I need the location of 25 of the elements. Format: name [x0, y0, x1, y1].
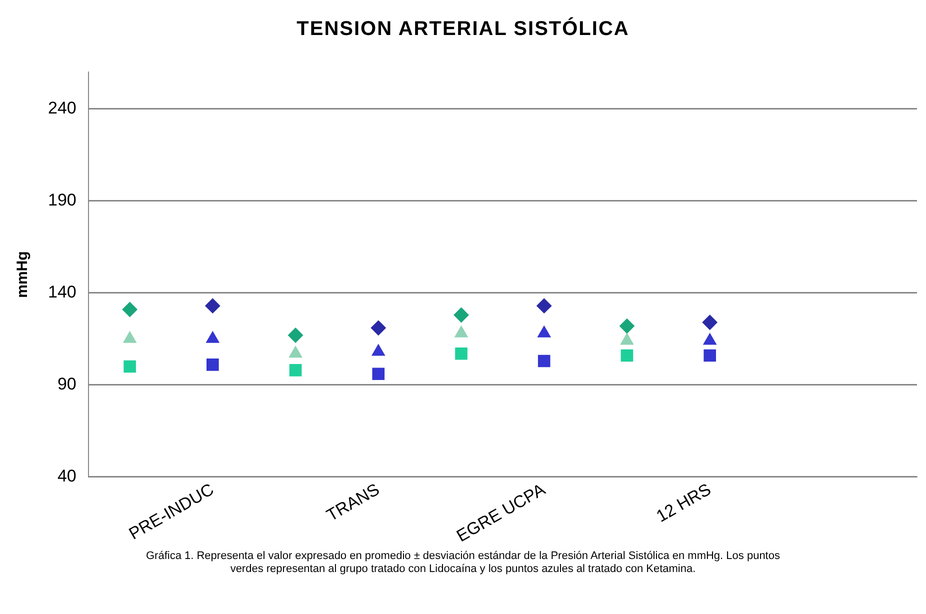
- point: [620, 349, 634, 362]
- y-tick-label: 190: [48, 190, 76, 210]
- point: [206, 358, 219, 371]
- y-tick-label: 40: [57, 466, 76, 486]
- point: [372, 368, 385, 380]
- y-tick-label: 90: [57, 374, 76, 394]
- point: [288, 328, 304, 343]
- point: [536, 298, 552, 314]
- point: [702, 314, 718, 330]
- y-tick-label: 240: [48, 98, 76, 118]
- point: [122, 302, 138, 317]
- x-tick-label: 12 HRS: [653, 480, 714, 526]
- y-tick-label: 140: [48, 282, 76, 302]
- point: [454, 308, 469, 323]
- point: [619, 318, 634, 334]
- point: [205, 298, 220, 314]
- point: [538, 354, 550, 368]
- chart-title: TENSION ARTERIAL SISTÓLICA: [296, 16, 630, 42]
- point: [124, 360, 136, 373]
- point: [370, 320, 386, 336]
- y-axis-title: mmHg: [14, 251, 32, 298]
- point: [455, 347, 468, 360]
- text: Gráfica 1. Representa el valor expresado en promedio ± desviación estándar de la Presión Arterial Sistólica en mmHg. Los puntos verdes representan al grupo tratado con Lidocaína y los puntos azules al tratado con Ketamina.: [145, 550, 781, 576]
- point: [704, 349, 716, 362]
- point: [289, 364, 302, 376]
